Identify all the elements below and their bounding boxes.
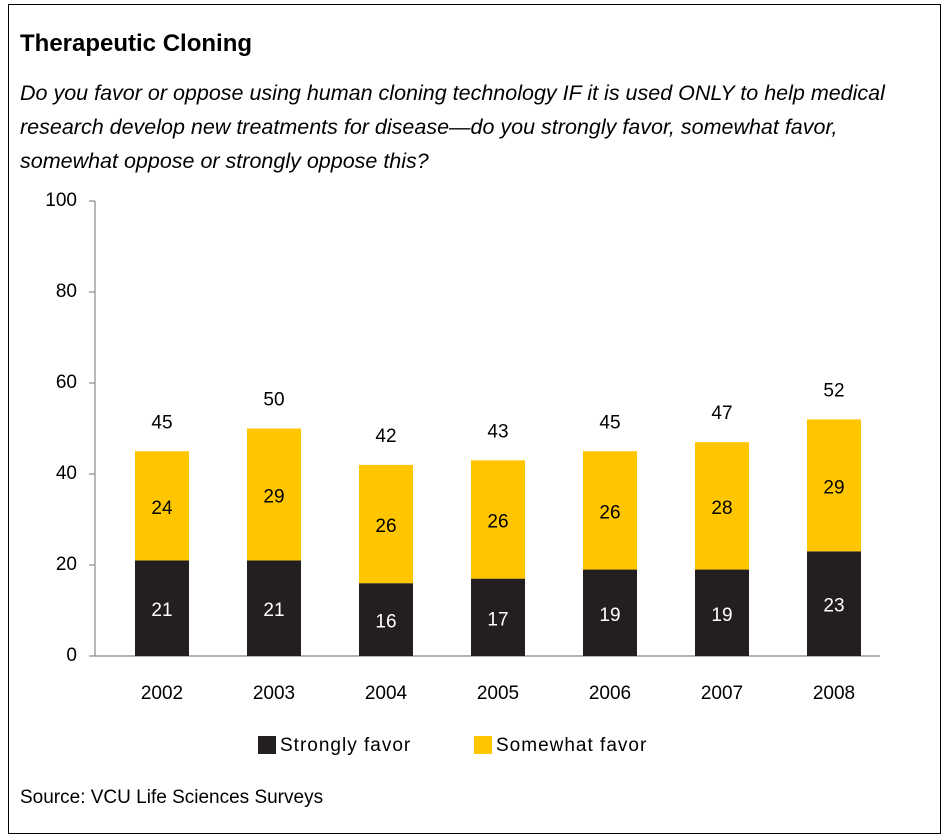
bar-segment	[695, 569, 749, 656]
chart-frame	[8, 4, 941, 834]
total-label: 52	[823, 380, 844, 401]
y-tick-label: 80	[56, 281, 77, 302]
x-tick-label: 2007	[701, 683, 743, 704]
value-label: 24	[151, 498, 173, 519]
value-label: 28	[711, 498, 732, 519]
value-label: 17	[487, 609, 508, 630]
bar-segment	[807, 551, 861, 656]
x-tick-label: 2004	[365, 683, 408, 704]
bar-segment	[359, 464, 413, 584]
total-label: 43	[487, 421, 508, 442]
value-label: 26	[375, 516, 396, 537]
x-tick-label: 2006	[589, 683, 631, 704]
chart-subtitle: Do you favor or oppose using human cloni…	[20, 81, 885, 173]
value-label: 19	[711, 605, 732, 626]
x-tick-label: 2008	[813, 683, 855, 704]
bar-segment	[471, 578, 525, 656]
bar-segment	[471, 460, 525, 579]
value-label: 21	[263, 600, 284, 621]
y-tick-label: 0	[66, 645, 77, 666]
y-tick-label: 60	[56, 372, 77, 393]
y-tick-label: 40	[56, 463, 77, 484]
bar-segment	[247, 560, 301, 656]
y-tick-label: 20	[56, 554, 77, 575]
bar-segment	[247, 428, 301, 561]
y-tick-label: 100	[45, 190, 77, 211]
x-tick-label: 2002	[141, 683, 183, 704]
legend-label: Somewhat favor	[496, 735, 647, 756]
total-label: 45	[151, 412, 172, 433]
value-label: 19	[599, 605, 620, 626]
x-tick-label: 2003	[253, 683, 295, 704]
value-label: 23	[823, 596, 844, 617]
bar-segment	[583, 451, 637, 570]
value-label: 16	[375, 612, 396, 633]
chart-title: Therapeutic Cloning	[20, 30, 253, 57]
value-label: 26	[487, 512, 508, 533]
x-tick-label: 2005	[477, 683, 519, 704]
bar-segment	[695, 442, 749, 570]
bar-segment	[359, 583, 413, 656]
value-label: 29	[823, 477, 844, 498]
legend-label: Strongly favor	[280, 735, 411, 756]
value-label: 26	[599, 502, 620, 523]
legend-swatch	[474, 736, 492, 754]
value-label: 21	[151, 600, 172, 621]
bar-segment	[583, 569, 637, 656]
source: Source: VCU Life Sciences Surveys	[20, 787, 323, 808]
total-label: 47	[711, 403, 732, 424]
total-label: 50	[263, 390, 284, 411]
value-label: 29	[263, 486, 284, 507]
bar-segment	[807, 419, 861, 552]
bar-segment	[135, 560, 189, 656]
bar-segment	[135, 451, 189, 561]
legend-swatch	[258, 736, 276, 754]
total-label: 42	[375, 426, 396, 447]
total-label: 45	[599, 412, 620, 433]
